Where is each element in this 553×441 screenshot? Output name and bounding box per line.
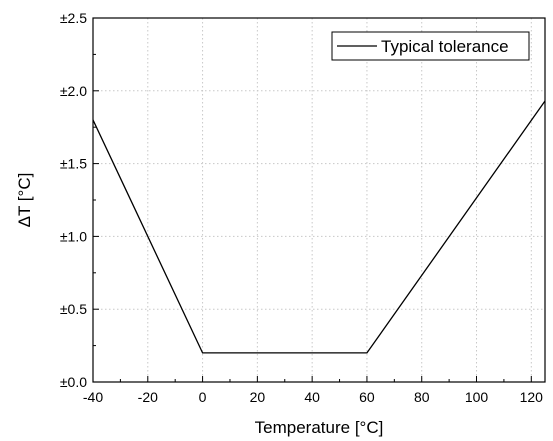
y-tick-label: ±0.5 [60, 301, 87, 317]
x-tick-label: 60 [359, 389, 375, 405]
y-tick-label: ±1.0 [60, 228, 87, 244]
series-line-typical-tolerance [92, 100, 546, 354]
x-tick-label: 20 [250, 389, 266, 405]
y-tick-label: ±2.0 [60, 83, 87, 99]
x-tick-label: 0 [199, 389, 207, 405]
grid [93, 18, 545, 382]
y-tick-label: ±2.5 [60, 10, 87, 26]
x-tick-label: -20 [138, 389, 158, 405]
x-tick-label: 100 [465, 389, 489, 405]
legend: Typical tolerance [331, 31, 530, 61]
y-axis-title: ΔT [°C] [15, 173, 34, 228]
x-tick-label: 120 [520, 389, 544, 405]
legend-entry-typical-tolerance: Typical tolerance [381, 37, 509, 56]
x-axis: -40 -20 0 20 40 60 80 100 120 [83, 376, 543, 405]
x-tick-label: -40 [83, 389, 103, 405]
x-tick-label: 40 [304, 389, 320, 405]
x-axis-title: Temperature [°C] [255, 418, 384, 437]
series-layer [92, 100, 546, 354]
y-tick-label: ±0.0 [60, 374, 87, 390]
y-tick-label: ±1.5 [60, 156, 87, 172]
y-axis: ±0.0 ±0.5 ±1.0 ±1.5 ±2.0 ±2.5 [60, 10, 99, 390]
x-tick-label: 80 [414, 389, 430, 405]
